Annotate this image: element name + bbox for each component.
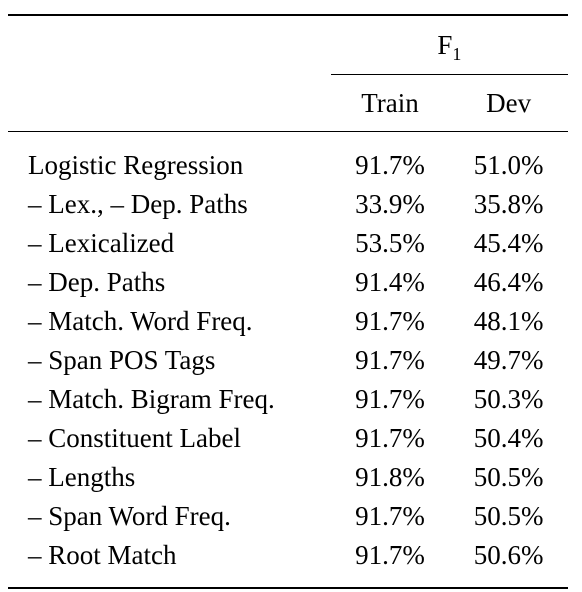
table-row: – Match. Word Freq. 91.7% 48.1%	[8, 302, 568, 341]
feature-label: – Lex., – Dep. Paths	[28, 189, 248, 219]
train-f1-value: 91.7%	[355, 423, 425, 453]
table-row: – Span POS Tags 91.7% 49.7%	[8, 341, 568, 380]
dev-f1-value: 51.0%	[473, 150, 544, 180]
train-f1-value: 91.7%	[355, 150, 425, 180]
f1-group-header: F1	[330, 15, 568, 75]
feature-label: – Lexicalized	[28, 228, 175, 258]
feature-label: – Span POS Tags	[28, 345, 216, 375]
train-f1-value: 53.5%	[355, 228, 425, 258]
dev-f1-value: 35.8%	[473, 189, 544, 219]
feature-label: – Constituent Label	[28, 423, 241, 453]
train-f1-value: 91.7%	[355, 540, 425, 570]
f1-label: F	[437, 29, 453, 60]
header-feature-cell	[8, 75, 331, 132]
dev-f1-value: 46.4%	[473, 267, 544, 297]
train-f1-value: 91.7%	[355, 306, 425, 336]
dev-f1-value: 50.6%	[473, 540, 544, 570]
train-f1-value: 33.9%	[355, 189, 425, 219]
group-header-row: F1	[8, 15, 568, 75]
f1-subscript: 1	[452, 43, 462, 64]
table-row: – Lexicalized 53.5% 45.4%	[8, 224, 568, 263]
train-f1-value: 91.7%	[355, 345, 425, 375]
table-row: – Lengths 91.8% 50.5%	[8, 458, 568, 497]
dev-f1-value: 45.4%	[473, 228, 544, 258]
dev-f1-value: 50.5%	[473, 501, 544, 531]
feature-label: – Root Match	[28, 540, 177, 570]
ablation-table: F1 Train Dev Logistic Regression 91.7% 51.…	[8, 14, 568, 589]
table-row: Logistic Regression 91.7% 51.0%	[8, 146, 568, 185]
spacer-row	[8, 132, 568, 147]
header-empty-cell	[8, 15, 331, 75]
train-f1-value: 91.7%	[355, 501, 425, 531]
table-row: – Span Word Freq. 91.7% 50.5%	[8, 497, 568, 536]
bottom-rule-row	[8, 575, 568, 588]
feature-label: – Match. Word Freq.	[28, 306, 253, 336]
feature-label: – Span Word Freq.	[28, 501, 231, 531]
table-row: – Dep. Paths 91.4% 46.4%	[8, 263, 568, 302]
train-f1-value: 91.7%	[355, 384, 425, 414]
table-body: Logistic Regression 91.7% 51.0% – Lex., – D…	[8, 132, 568, 588]
table-row: – Lex., – Dep. Paths 33.9% 35.8%	[8, 185, 568, 224]
ablation-table-container: F1 Train Dev Logistic Regression 91.7% 51.…	[8, 14, 568, 589]
feature-label: Logistic Regression	[28, 150, 244, 180]
dev-f1-value: 50.3%	[473, 384, 544, 414]
dev-f1-value: 50.4%	[473, 423, 544, 453]
feature-label: – Match. Bigram Freq.	[28, 384, 275, 414]
dev-f1-value: 49.7%	[473, 345, 544, 375]
column-header-row: Train Dev	[8, 75, 568, 132]
column-header-dev: Dev	[486, 87, 532, 118]
train-f1-value: 91.4%	[355, 267, 425, 297]
table-row: – Match. Bigram Freq. 91.7% 50.3%	[8, 380, 568, 419]
dev-f1-value: 48.1%	[473, 306, 544, 336]
table-row: – Root Match 91.7% 50.6%	[8, 536, 568, 575]
train-f1-value: 91.8%	[355, 462, 425, 492]
table-row: – Constituent Label 91.7% 50.4%	[8, 419, 568, 458]
column-header-train: Train	[361, 87, 419, 118]
feature-label: – Lengths	[28, 462, 136, 492]
dev-f1-value: 50.5%	[473, 462, 544, 492]
feature-label: – Dep. Paths	[28, 267, 166, 297]
